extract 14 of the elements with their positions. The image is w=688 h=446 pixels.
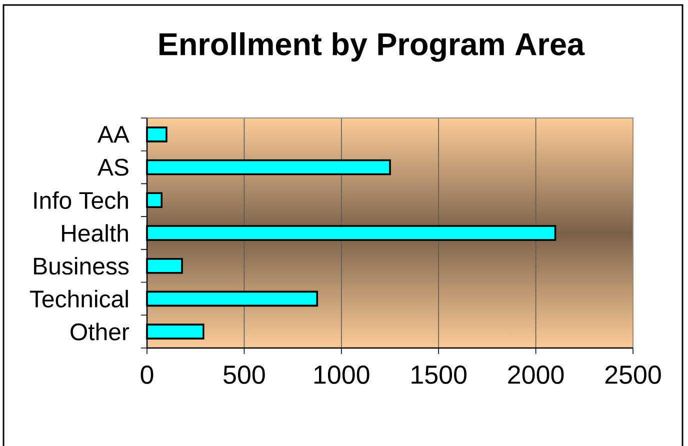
- x-tick-label: 1500: [412, 366, 466, 384]
- x-tick-label: 1000: [314, 366, 370, 384]
- x-tick-label: 500: [224, 366, 265, 384]
- x-tick-label: 2500: [605, 366, 661, 384]
- y-tick-label: Other: [70, 322, 130, 340]
- y-tick-label: AA: [98, 126, 130, 143]
- x-tick-label: 0: [140, 366, 154, 384]
- y-tick-label: Business: [34, 257, 129, 275]
- y-tick-label: AS: [98, 158, 128, 176]
- y-tick-label: Technical: [30, 290, 128, 308]
- chart-title: Enrollment by Program Area: [160, 32, 585, 62]
- y-tick-label: Info Tech: [34, 191, 128, 209]
- x-tick-label: 2000: [508, 366, 564, 384]
- y-tick-label: Health: [62, 224, 128, 242]
